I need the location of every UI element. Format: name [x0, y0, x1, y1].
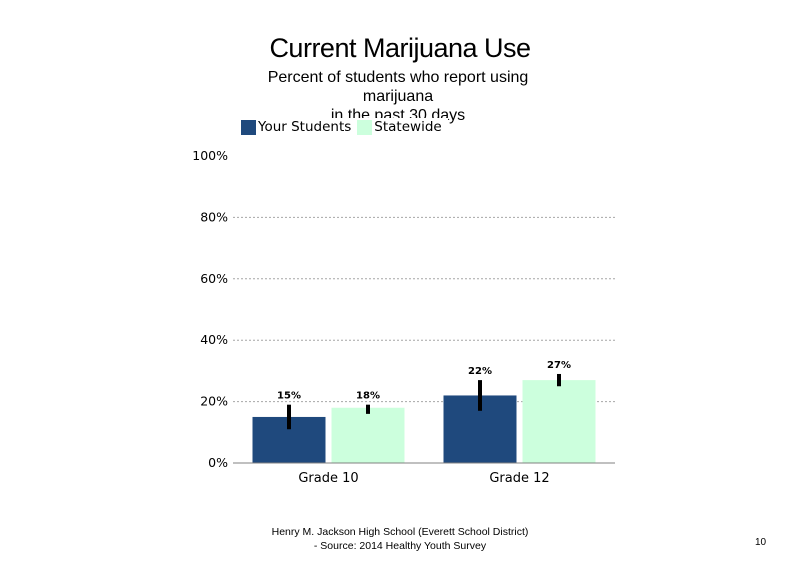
y-tick-label: 60% [200, 271, 228, 286]
y-tick-label: 20% [200, 394, 228, 409]
data-label: 27% [547, 360, 571, 371]
subtitle-line-1: Percent of students who report using [267, 69, 529, 86]
y-tick-label: 0% [208, 455, 228, 470]
footer-school: Henry M. Jackson High School (Everett Sc… [271, 526, 529, 538]
footer: Henry M. Jackson High School (Everett Sc… [200, 525, 600, 553]
legend-label-your-students: Your Students [258, 119, 352, 135]
data-label: 18% [356, 391, 380, 402]
legend-item-statewide: Statewide [357, 119, 442, 135]
footer-source: - Source: 2014 Healthy Youth Survey [313, 540, 487, 552]
bar [522, 380, 596, 463]
legend-item-your-students: Your Students [241, 119, 351, 135]
chart-legend: Your Students Statewide [241, 118, 448, 136]
data-label: 15% [277, 391, 301, 402]
x-tick-label: Grade 12 [489, 471, 549, 486]
data-label: 22% [468, 366, 492, 377]
legend-swatch-your-students [241, 119, 256, 135]
chart-subtitle: Percent of students who report using mar… [248, 68, 548, 125]
y-tick-label: 40% [200, 332, 228, 347]
y-axis-ticks: 0% 20% 40% 60% 80% 100% [192, 148, 228, 470]
x-axis-ticks: Grade 10 Grade 12 [298, 471, 549, 486]
chart-title: Current Marijuana Use [269, 33, 531, 63]
error-bars [287, 373, 561, 430]
bars [252, 380, 596, 463]
legend-label-statewide: Statewide [374, 119, 442, 135]
page-number: 10 [755, 537, 767, 548]
data-labels: 15% 18% 22% 27% [277, 360, 571, 402]
x-tick-label: Grade 10 [298, 471, 358, 486]
bar [331, 407, 405, 463]
legend-swatch-statewide [357, 119, 373, 135]
y-tick-label: 100% [192, 148, 228, 163]
y-tick-label: 80% [200, 209, 228, 224]
subtitle-line-2: marijuana [362, 88, 434, 105]
